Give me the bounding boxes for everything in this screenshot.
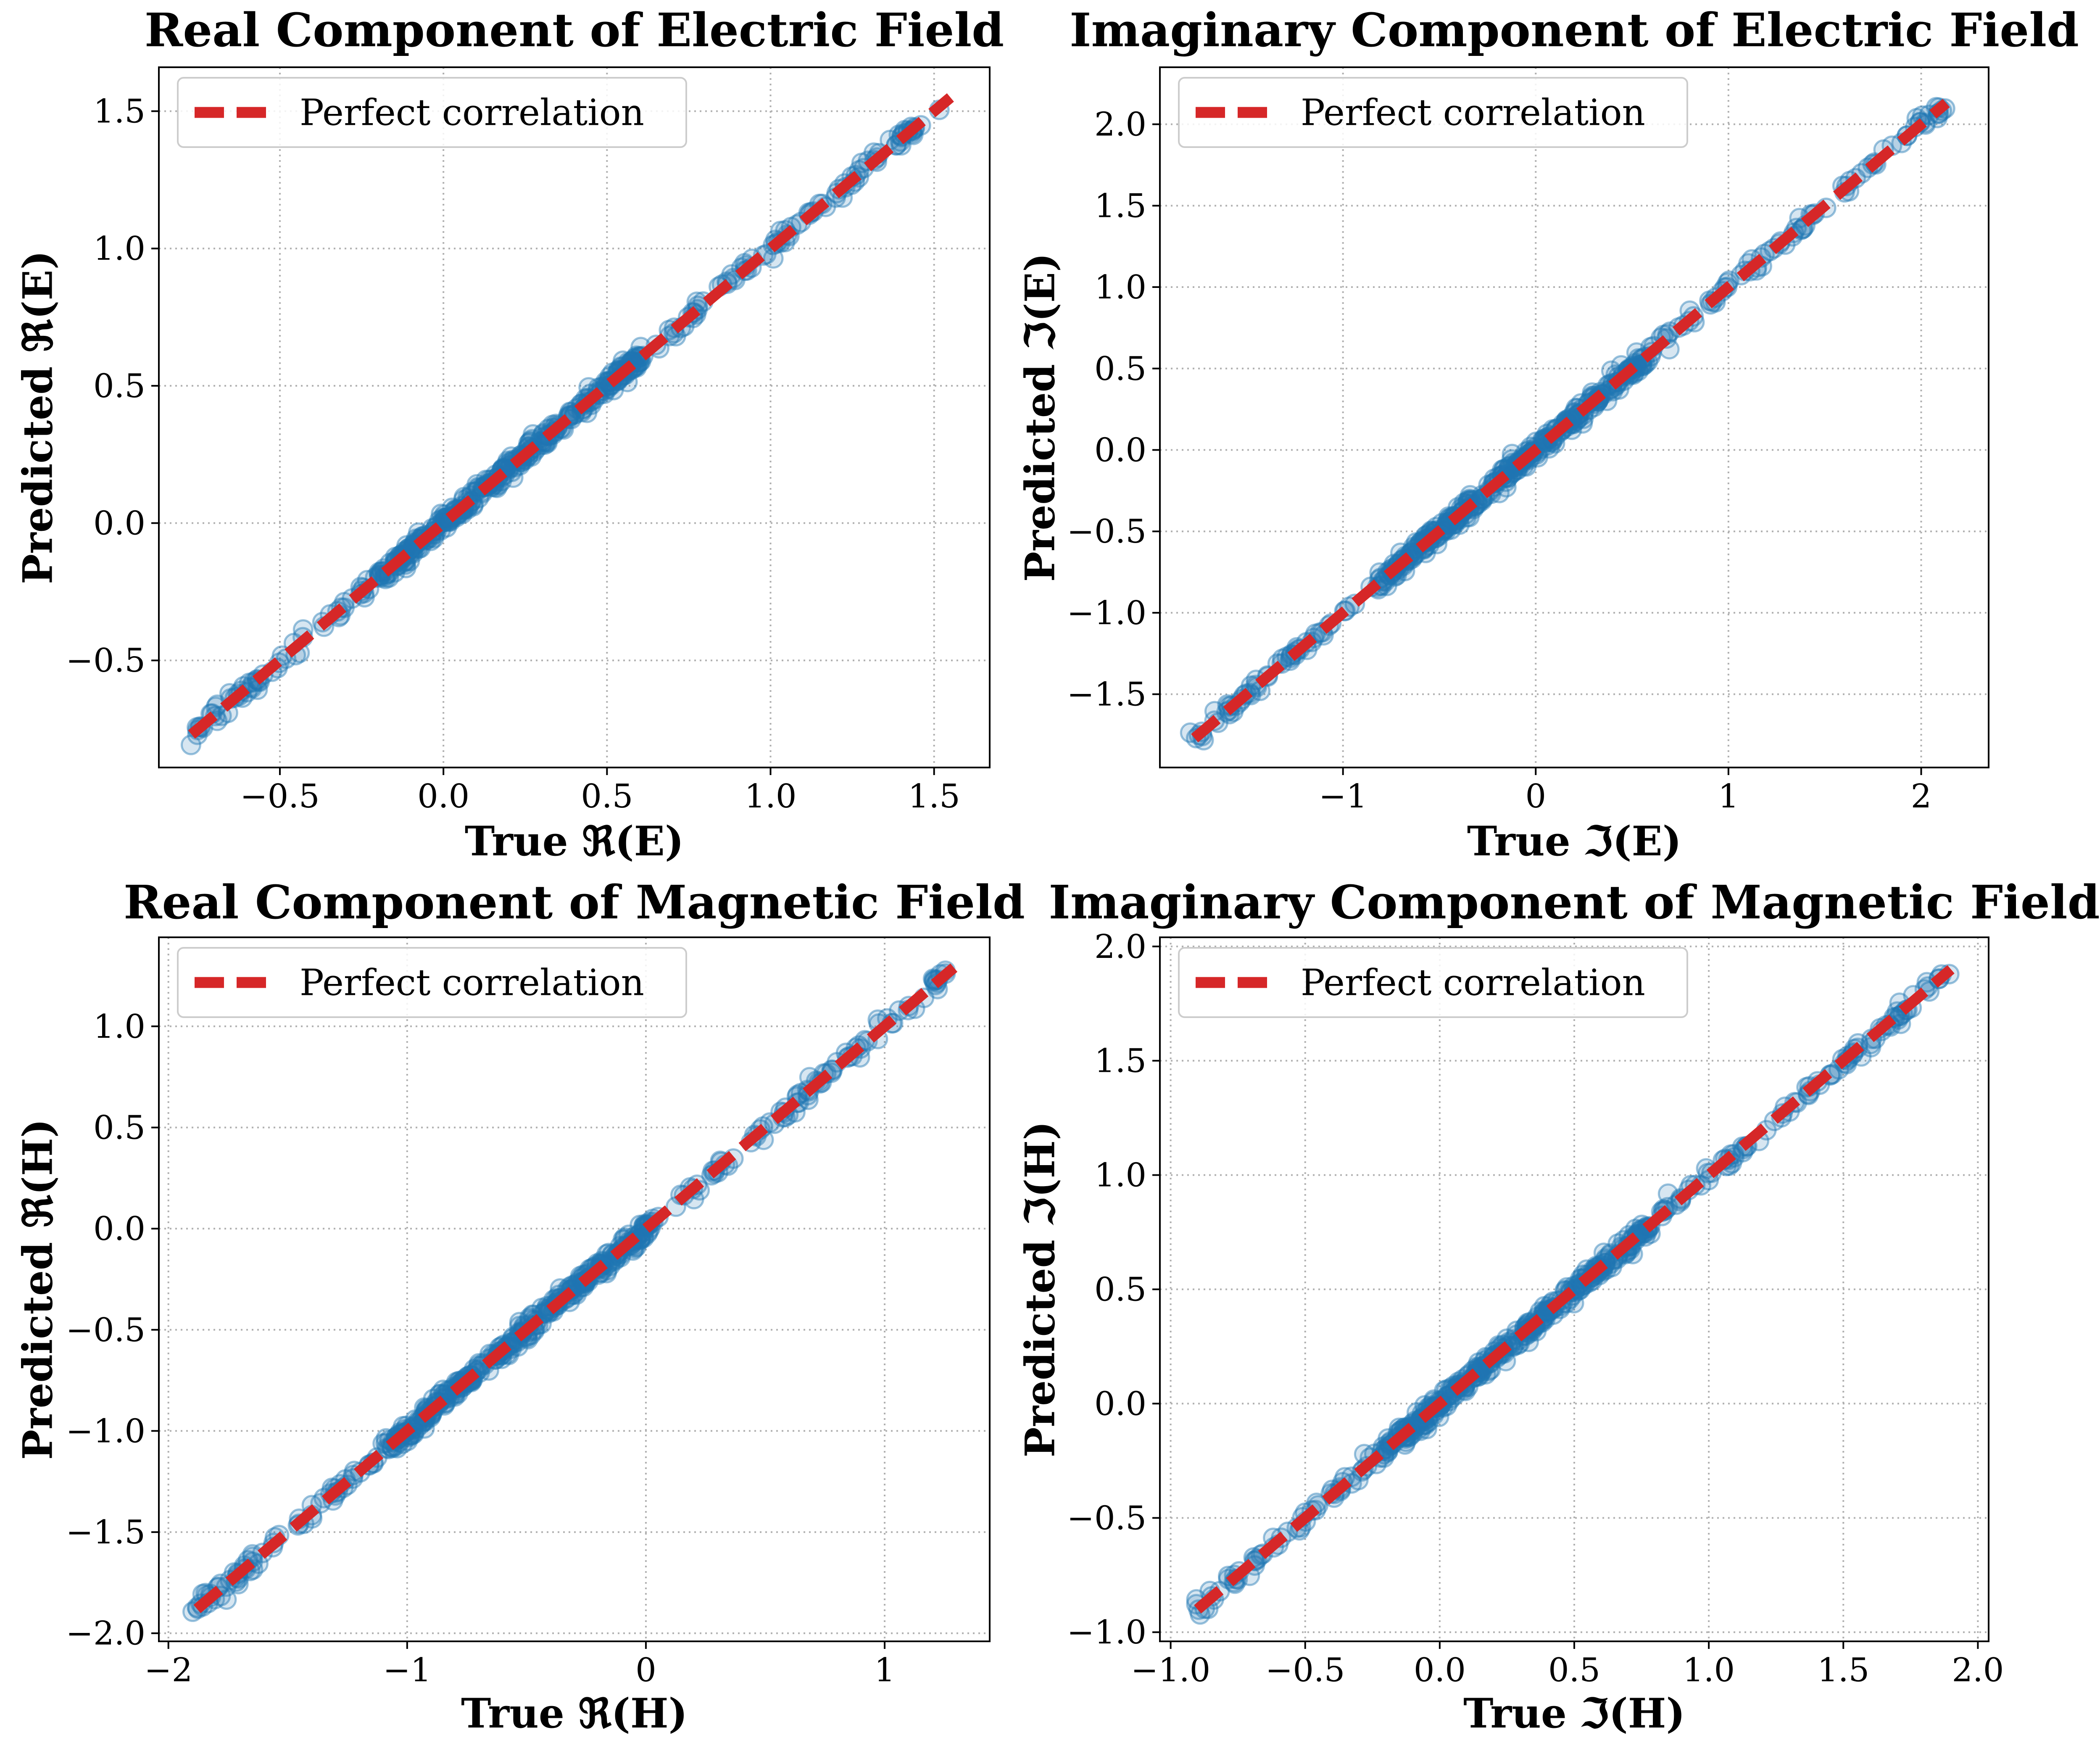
- y-tick-label: 0.0: [93, 1210, 145, 1248]
- y-tick-label: −1.0: [1067, 594, 1146, 632]
- scatter-point: [1502, 443, 1523, 464]
- y-tick-label: −0.5: [1067, 513, 1146, 551]
- x-axis-label: True ℑ(H): [1463, 1690, 1685, 1737]
- legend-label: Perfect correlation: [300, 962, 644, 1004]
- legend-label: Perfect correlation: [300, 92, 644, 134]
- y-tick-label: −2.0: [66, 1615, 145, 1653]
- x-tick-label: 1.5: [1817, 1651, 1869, 1689]
- y-tick-label: 1.0: [93, 230, 145, 268]
- x-axis-label: True ℜ(E): [465, 818, 684, 865]
- legend: Perfect correlation: [1178, 947, 1688, 1018]
- legend-label: Perfect correlation: [1301, 962, 1645, 1004]
- x-tick-label: 0.5: [1548, 1651, 1600, 1689]
- x-tick-label: 0.0: [417, 778, 469, 815]
- legend-box: [1178, 77, 1688, 148]
- x-tick-label: 1.0: [1683, 1651, 1735, 1689]
- axes-frame: [158, 66, 991, 768]
- x-tick-label: 1: [1718, 778, 1739, 815]
- y-tick-label: −0.5: [66, 1311, 145, 1349]
- chart-title: Real Component of Magnetic Field: [124, 875, 1025, 929]
- y-tick-label: 0.5: [93, 1109, 145, 1147]
- y-tick-label: 0.0: [1094, 431, 1146, 469]
- x-tick-label: 1.5: [908, 778, 960, 815]
- y-tick-label: −1.5: [66, 1514, 145, 1551]
- y-tick-label: 2.0: [1094, 106, 1146, 144]
- y-tick-label: 1.5: [1094, 187, 1146, 225]
- x-tick-label: 1.0: [744, 778, 796, 815]
- y-tick-label: 1.5: [93, 93, 145, 131]
- x-tick-label: −1.0: [1131, 1651, 1210, 1689]
- y-tick-label: 0.0: [1094, 1385, 1146, 1423]
- y-tick-label: 1.0: [1094, 1157, 1146, 1195]
- y-tick-label: 1.5: [1094, 1042, 1146, 1080]
- x-tick-label: −1: [383, 1651, 431, 1689]
- panel-3: −2 −1 0 1 −2.0 −1.5 −1.0 −0.5 0.0 0.5 1.0 Real Comp…: [14, 875, 1025, 1737]
- x-tick-label: −2: [144, 1651, 192, 1689]
- y-tick-label: −0.5: [1067, 1499, 1146, 1537]
- y-axis-label: Predicted ℑ(H): [1017, 1121, 1064, 1457]
- ticks: −2 −1 0 1 −2.0 −1.5 −1.0 −0.5 0.0 0.5 1.0: [66, 1008, 895, 1689]
- x-tick-label: −0.5: [1265, 1651, 1345, 1689]
- legend: Perfect correlation: [177, 947, 687, 1018]
- scatter-point: [180, 734, 201, 755]
- y-tick-label: 0.5: [93, 367, 145, 405]
- ticks: −1.0 −0.5 0.0 0.5 1.0 1.5 2.0 −1.0 −0.5 0.0 0.5 1.0…: [1067, 928, 2004, 1689]
- x-tick-label: 1: [874, 1651, 895, 1689]
- x-tick-label: 0: [1525, 778, 1546, 815]
- x-axis-label: True ℑ(E): [1467, 818, 1681, 865]
- legend-box: [177, 947, 687, 1018]
- chart-title: Imaginary Component of Magnetic Field: [1049, 875, 2100, 929]
- perfect-correlation-line: [1194, 965, 1955, 1614]
- x-tick-label: 0: [635, 1651, 656, 1689]
- y-axis-label: Predicted ℜ(H): [14, 1119, 62, 1460]
- y-tick-label: 2.0: [1094, 928, 1146, 966]
- y-tick-label: 0.5: [1094, 350, 1146, 388]
- legend-box: [177, 77, 687, 148]
- scatter-point: [1657, 1183, 1678, 1204]
- y-tick-label: −1.0: [66, 1412, 145, 1450]
- y-tick-label: 1.0: [1094, 269, 1146, 306]
- panel-2: −1 0 1 2 −1.5 −1.0 −0.5 0.0 0.5 1.0 1.5 2.0 Imaginar…: [1017, 3, 2079, 865]
- legend-label: Perfect correlation: [1301, 92, 1645, 134]
- y-axis-label: Predicted ℜ(E): [14, 251, 62, 584]
- y-tick-label: −1.5: [1067, 676, 1146, 714]
- legend: Perfect correlation: [1178, 77, 1688, 148]
- legend-box: [1178, 947, 1688, 1018]
- y-tick-label: 0.5: [1094, 1271, 1146, 1309]
- axes-frame: [158, 936, 991, 1642]
- x-tick-label: −1: [1319, 778, 1367, 815]
- perfect-correlation-line: [188, 93, 954, 739]
- perfect-correlation-line: [193, 963, 958, 1613]
- x-axis-label: True ℜ(H): [461, 1690, 688, 1737]
- panel-4: −1.0 −0.5 0.0 0.5 1.0 1.5 2.0 −1.0 −0.5 0.0 0.5 1.0…: [1017, 875, 2100, 1737]
- grid: [159, 937, 990, 1641]
- y-axis-label: Predicted ℑ(E): [1017, 253, 1064, 582]
- x-tick-label: 0.5: [581, 778, 633, 815]
- legend: Perfect correlation: [177, 77, 687, 148]
- chart-title: Real Component of Electric Field: [145, 3, 1004, 57]
- ticks: −1 0 1 2 −1.5 −1.0 −0.5 0.0 0.5 1.0 1.5 2.0: [1067, 106, 1932, 815]
- x-tick-label: 2.0: [1952, 1651, 2004, 1689]
- perfect-correlation-line: [1191, 99, 1950, 743]
- y-tick-label: −1.0: [1067, 1614, 1146, 1651]
- x-tick-label: 0.0: [1414, 1651, 1466, 1689]
- y-tick-label: −0.5: [66, 642, 145, 680]
- axes-frame: [1159, 66, 1989, 768]
- y-tick-label: 0.0: [93, 505, 145, 543]
- ticks: −0.5 0.0 0.5 1.0 1.5 −0.5 0.0 0.5 1.0 1.5: [66, 93, 960, 815]
- y-tick-label: 1.0: [93, 1008, 145, 1046]
- x-tick-label: −0.5: [240, 778, 319, 815]
- chart-title: Imaginary Component of Electric Field: [1070, 3, 2079, 57]
- x-tick-label: 2: [1911, 778, 1932, 815]
